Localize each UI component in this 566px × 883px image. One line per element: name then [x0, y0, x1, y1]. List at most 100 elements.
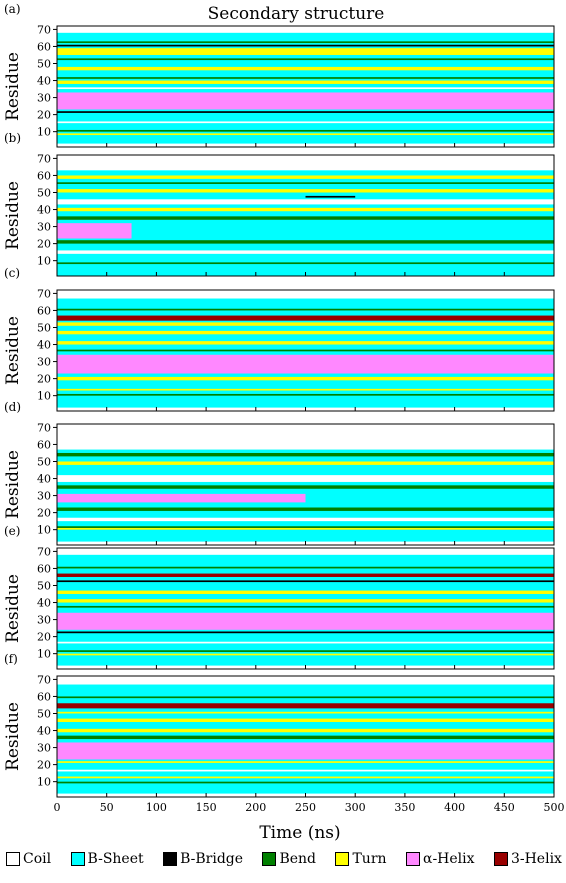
- x-tick-label: 400: [444, 801, 465, 814]
- y-tick-label: 30: [37, 614, 51, 627]
- y-tick-label: 60: [37, 438, 51, 451]
- band-coil: [57, 155, 554, 171]
- panel-label: (c): [4, 266, 20, 280]
- y-tick-label: 40: [37, 473, 51, 486]
- band-turn: [57, 48, 554, 55]
- band-b-bridge: [57, 44, 554, 47]
- band-turn: [57, 718, 554, 723]
- legend-item: Coil: [6, 851, 51, 867]
- y-axis-label: Residue: [3, 181, 23, 250]
- x-tick-label: 250: [295, 801, 316, 814]
- y-axis-label: Residue: [3, 702, 23, 771]
- y-tick-label: 50: [37, 186, 51, 199]
- band-bend: [57, 349, 554, 352]
- x-tick-label: 150: [196, 801, 217, 814]
- band-bend: [57, 650, 554, 652]
- legend-swatch: [6, 852, 20, 866]
- y-tick-label: 60: [37, 304, 51, 317]
- y-tick-label: 70: [37, 23, 51, 36]
- y-tick-label: 20: [37, 373, 51, 386]
- panel-e: (e) Residue 10 20 30 40 50 60 70: [3, 524, 555, 670]
- y-axis-label: Residue: [3, 574, 23, 643]
- band-turn: [57, 175, 554, 179]
- band--helix: [57, 742, 554, 760]
- band-turn: [57, 761, 554, 763]
- band-turn: [57, 376, 554, 381]
- y-tick-label: 20: [37, 238, 51, 251]
- legend-label: Coil: [23, 851, 52, 867]
- band-bend: [57, 526, 554, 528]
- band-coil: [57, 676, 554, 685]
- legend-swatch: [335, 852, 350, 866]
- y-tick-label: 10: [37, 126, 51, 139]
- y-tick-label: 30: [37, 92, 51, 105]
- chart-title: Secondary structure: [208, 4, 385, 24]
- y-tick-label: 10: [37, 524, 51, 537]
- band-turn: [57, 189, 554, 193]
- y-tick-label: 30: [37, 221, 51, 234]
- y-tick-label: 40: [37, 339, 51, 352]
- legend-item: Turn: [335, 851, 387, 867]
- legend-label: B-Sheet: [87, 851, 144, 867]
- panel-label: (d): [4, 400, 21, 414]
- band-coil: [57, 250, 554, 254]
- panels-group: (a) Residue 10 20 30 40 50 60 70 (b) Residue 10 20 30…: [3, 2, 565, 814]
- panel-label: (a): [4, 2, 21, 16]
- legend-swatch: [70, 852, 85, 866]
- legend-label: Bend: [279, 851, 317, 867]
- band-turn: [57, 599, 554, 603]
- y-tick-label: 50: [37, 57, 51, 70]
- band-b-bridge: [305, 195, 356, 198]
- band-bend: [57, 485, 554, 489]
- band-3-helix: [57, 703, 554, 709]
- band-3-helix: [57, 573, 554, 577]
- x-tick-label: 500: [544, 801, 565, 814]
- legend-item: 3-Helix: [493, 851, 562, 867]
- band--helix: [57, 354, 554, 374]
- band-coil: [57, 87, 554, 90]
- legend-item: B-Bridge: [163, 851, 243, 867]
- y-tick-label: 10: [37, 776, 51, 789]
- secondary-structure-figure: Secondary structure (a) Residue 10 20 30 40 50…: [3, 2, 565, 843]
- band--helix: [57, 493, 306, 503]
- band-bend: [57, 781, 554, 784]
- band-turn: [57, 527, 554, 530]
- y-tick-label: 60: [37, 169, 51, 182]
- y-tick-label: 70: [37, 152, 51, 165]
- band-bend: [57, 129, 554, 132]
- band-coil: [57, 199, 554, 205]
- y-axis-label: Residue: [3, 52, 23, 121]
- band-turn: [57, 776, 554, 779]
- band-turn: [57, 207, 554, 212]
- legend-swatch: [262, 852, 277, 866]
- band-turn: [57, 330, 554, 335]
- band-coil: [57, 475, 554, 482]
- y-tick-label: 70: [37, 421, 51, 434]
- panel-d: (d) Residue 10 20 30 40 50 60 70: [3, 400, 555, 546]
- band-bend: [57, 308, 554, 311]
- band-coil: [57, 769, 554, 772]
- y-tick-label: 50: [37, 455, 51, 468]
- y-tick-label: 70: [37, 287, 51, 300]
- x-axis-label: Time (ns): [259, 823, 340, 843]
- band-turn: [57, 322, 554, 326]
- x-tick-label: 450: [494, 801, 515, 814]
- panel-label: (e): [4, 524, 20, 538]
- y-tick-label: 20: [37, 507, 51, 520]
- legend-label: α-Helix: [422, 851, 475, 867]
- band-bend: [57, 696, 554, 699]
- band-bend: [57, 507, 554, 511]
- y-axis-label: Residue: [3, 450, 23, 519]
- band-turn: [57, 133, 554, 136]
- y-tick-label: 60: [37, 690, 51, 703]
- band-b-bridge: [57, 631, 554, 634]
- legend-label: 3-Helix: [510, 851, 562, 867]
- y-tick-label: 10: [37, 390, 51, 403]
- band-bend: [57, 452, 554, 457]
- band-b-bridge: [57, 111, 554, 113]
- x-tick-label: 350: [394, 801, 415, 814]
- band-b-sheet: [57, 155, 554, 276]
- band-coil: [57, 26, 554, 33]
- y-tick-label: 20: [37, 109, 51, 122]
- y-tick-label: 40: [37, 75, 51, 88]
